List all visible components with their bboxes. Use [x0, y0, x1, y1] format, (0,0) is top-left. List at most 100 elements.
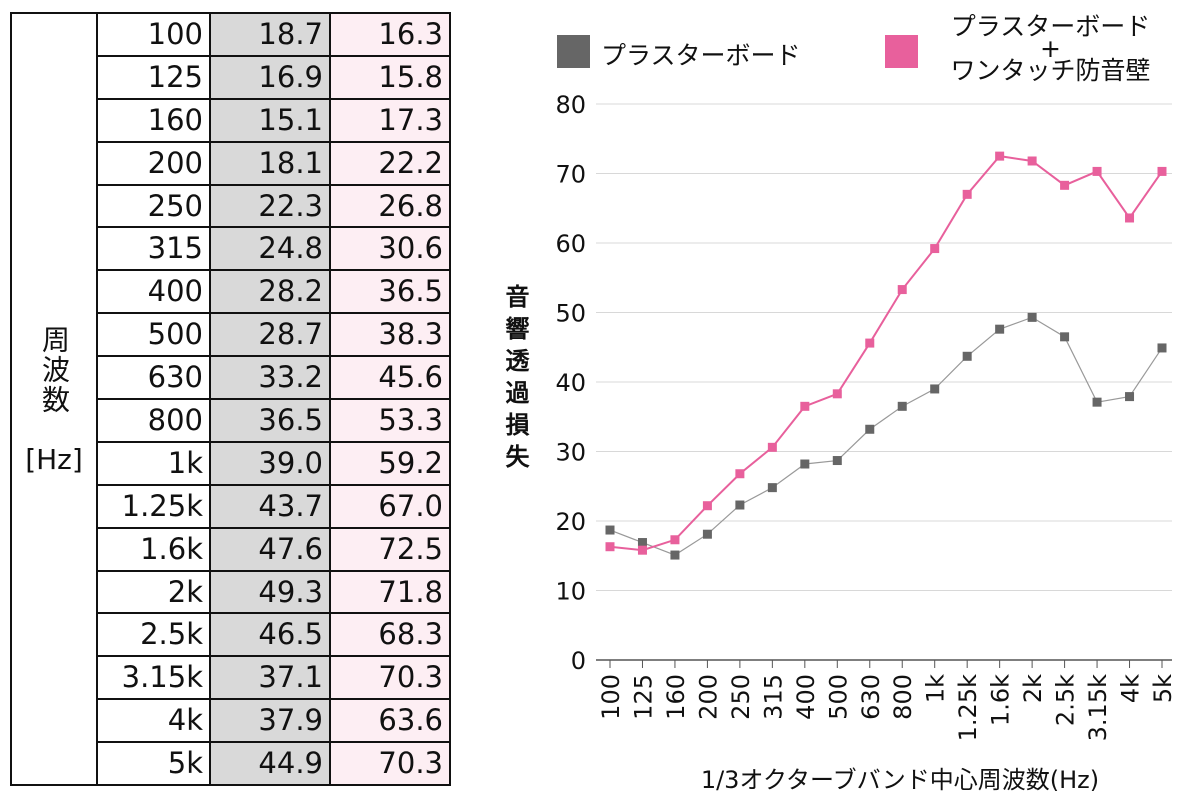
value-cell: 38.3 [329, 312, 451, 358]
data-point [670, 535, 680, 545]
frequency-cell: 4k [96, 698, 211, 744]
frequency-cell: 2.5k [96, 612, 211, 658]
value-cell: 70.3 [329, 741, 451, 787]
frequency-cell: 800 [96, 398, 211, 443]
y-tick-label: 80 [555, 91, 586, 119]
value-cell: 16.9 [209, 54, 331, 100]
data-point [1060, 180, 1070, 190]
x-tick-label: 630 [857, 674, 885, 720]
data-point [702, 529, 712, 539]
series-line [609, 155, 1163, 552]
table-row: 250 22.3 26.8 [11, 183, 451, 229]
y-tick-label: 10 [555, 578, 586, 606]
x-tick-label: 160 [662, 674, 690, 720]
table-row: 400 28.2 36.5 [11, 269, 451, 315]
y-tick-label: 20 [555, 508, 586, 536]
x-tick-label: 400 [792, 674, 820, 720]
data-point [702, 501, 712, 511]
x-tick-label: 500 [824, 674, 852, 720]
table-row: 5k 44.9 70.3 [11, 741, 451, 787]
value-cell: 43.7 [209, 483, 331, 529]
data-point [767, 442, 777, 452]
value-cell: 71.8 [329, 569, 451, 615]
value-cell: 17.3 [329, 97, 451, 143]
frequency-cell: 630 [96, 355, 211, 401]
value-cell: 72.5 [329, 526, 451, 572]
data-point [670, 550, 680, 560]
x-tick-label: 100 [597, 674, 625, 720]
frequency-cell: 1.25k [96, 483, 211, 529]
x-axis-label: 1/3オクターブバンド中心周波数(Hz) [701, 766, 1099, 794]
series-line [609, 316, 1163, 556]
value-cell: 59.2 [329, 440, 451, 486]
frequency-cell: 3.15k [96, 655, 211, 701]
legend-label: プラスターボード + ワンタッチ防音壁 [950, 12, 1151, 85]
value-cell: 49.3 [209, 569, 331, 615]
frequency-cell: 2k [96, 569, 211, 615]
value-cell: 53.3 [329, 398, 451, 443]
table-row: 4k 37.9 63.6 [11, 698, 451, 744]
data-point [1060, 332, 1070, 342]
data-point [800, 401, 810, 411]
header-label: 周波数 [38, 324, 71, 415]
value-cell: 36.5 [209, 398, 331, 443]
data-point [800, 459, 810, 469]
data-point [1027, 312, 1037, 322]
y-tick-label: 0 [571, 647, 586, 675]
data-point [1125, 392, 1135, 402]
y-tick-label: 40 [555, 369, 586, 397]
frequency-cell: 125 [96, 54, 211, 100]
data-point [897, 285, 907, 295]
table-row: 125 16.9 15.8 [11, 54, 451, 100]
value-cell: 44.9 [209, 741, 331, 787]
value-cell: 22.3 [209, 183, 331, 229]
x-tick-label: 315 [759, 674, 787, 720]
x-tick-label: 2k [1019, 674, 1047, 703]
table-row: 1.6k 47.6 72.5 [11, 526, 451, 572]
data-point [1157, 343, 1167, 353]
frequency-cell: 160 [96, 97, 211, 143]
y-tick-label: 70 [555, 161, 586, 189]
value-cell: 37.9 [209, 698, 331, 744]
value-cell: 26.8 [329, 183, 451, 229]
frequency-cell: 100 [96, 12, 211, 57]
value-cell: 15.8 [329, 54, 451, 100]
data-point [832, 389, 842, 399]
x-tick-label: 200 [694, 674, 722, 720]
value-cell: 46.5 [209, 612, 331, 658]
data-point [637, 545, 647, 555]
table-row: 630 33.2 45.6 [11, 355, 451, 401]
data-point [897, 401, 907, 411]
value-cell: 18.1 [209, 140, 331, 186]
table-row: 500 28.7 38.3 [11, 312, 451, 358]
x-tick-label: 2.5k [1052, 674, 1080, 726]
header-unit: [Hz] [25, 442, 83, 476]
legend-label: プラスターボード [601, 41, 801, 70]
data-point [1092, 397, 1102, 407]
data-point [962, 189, 972, 199]
data-table: 周波数 [Hz] 100 18.7 16.3 125 16.9 15.8 160 15.1 17.3… [10, 11, 451, 787]
frequency-cell: 250 [96, 183, 211, 229]
x-tick-label: 4k [1117, 674, 1145, 703]
value-cell: 33.2 [209, 355, 331, 401]
data-point [735, 500, 745, 510]
x-tick-label: 3.15k [1084, 674, 1112, 741]
value-cell: 30.6 [329, 226, 451, 272]
data-point [637, 538, 647, 548]
frequency-cell: 1.6k [96, 526, 211, 572]
frequency-cell: 5k [96, 741, 211, 787]
value-cell: 24.8 [209, 226, 331, 272]
value-cell: 63.6 [329, 698, 451, 744]
value-cell: 36.5 [329, 269, 451, 315]
data-point [1092, 166, 1102, 176]
data-point [735, 469, 745, 479]
table-row: 800 36.5 53.3 [11, 398, 451, 443]
value-cell: 68.3 [329, 612, 451, 658]
data-point [930, 244, 940, 254]
value-cell: 16.3 [329, 12, 451, 57]
data-point [962, 351, 972, 361]
value-cell: 28.2 [209, 269, 331, 315]
data-point [1157, 166, 1167, 176]
data-point [832, 456, 842, 466]
